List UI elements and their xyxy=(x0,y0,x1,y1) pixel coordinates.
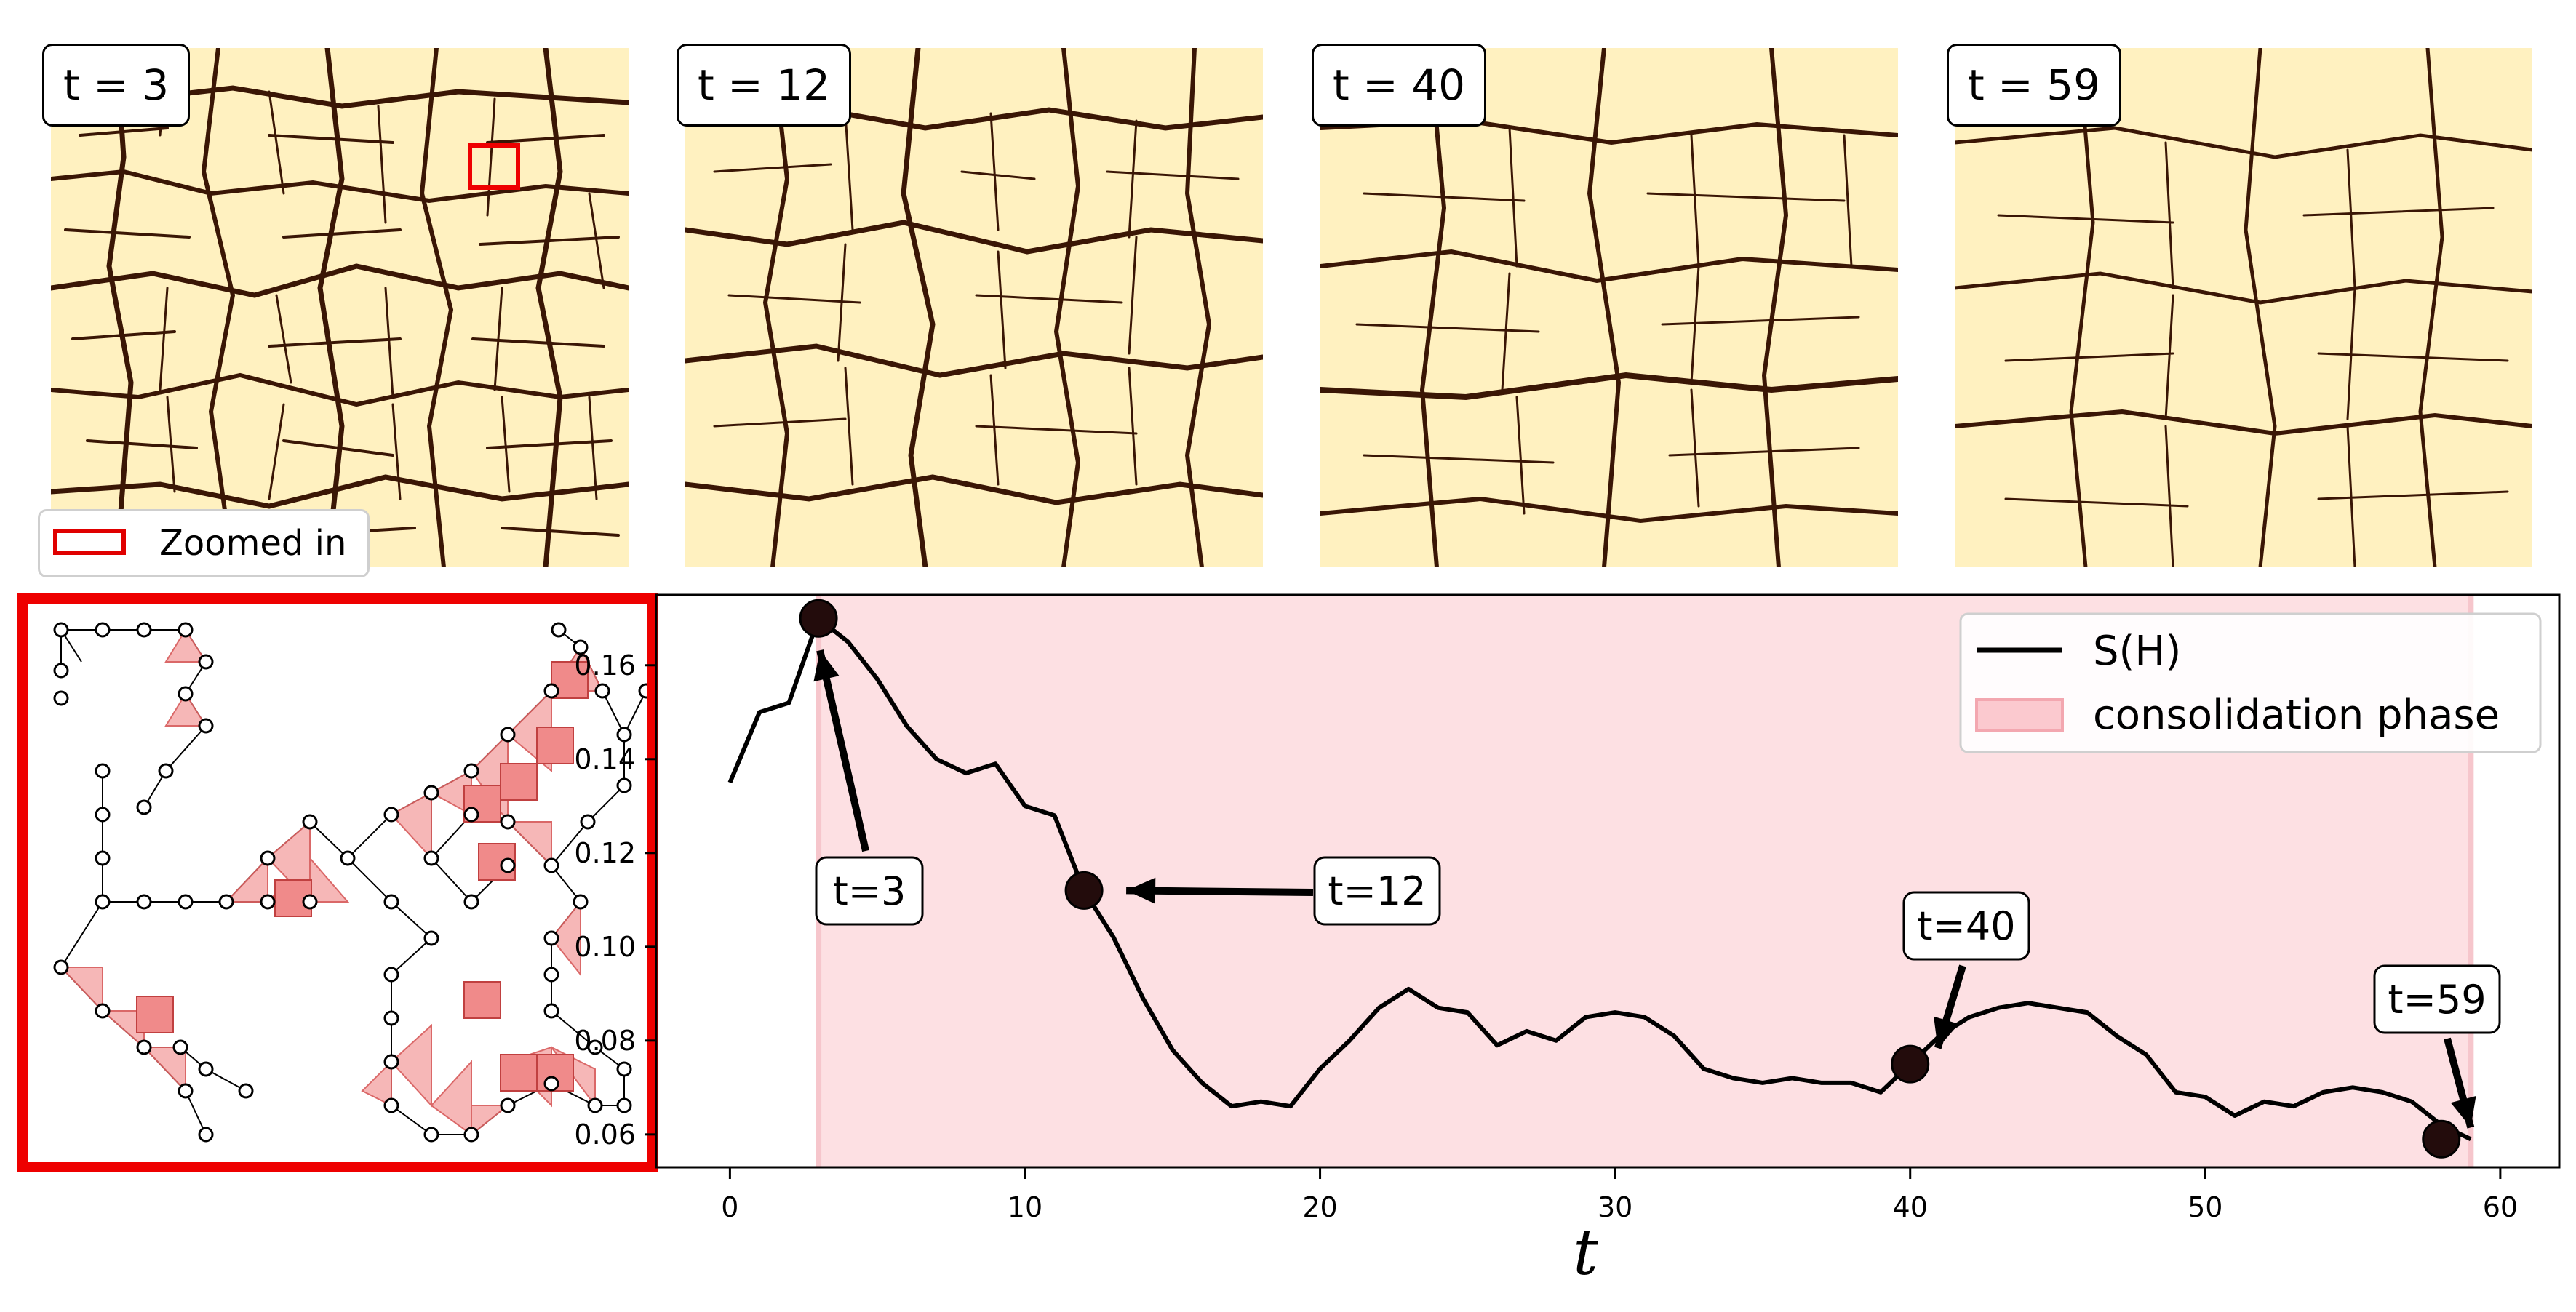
x-tick-label: 40 xyxy=(1893,1191,1928,1223)
panel-label-t3: t = 3 xyxy=(42,44,191,127)
legend-label-consolidation: consolidation phase xyxy=(2093,692,2500,739)
annotation-box-2 xyxy=(1902,891,2030,961)
crack-image-t59 xyxy=(1955,48,2532,567)
panel-label-t59: t = 59 xyxy=(1947,44,2122,127)
x-axis-label: t xyxy=(1573,1217,1598,1289)
annotation-box-3 xyxy=(2373,964,2501,1034)
marker-point-0 xyxy=(799,599,838,638)
y-tick-label: 0.16 xyxy=(574,649,636,681)
marker-point-1 xyxy=(1064,871,1104,910)
zoom-region-marker xyxy=(468,143,520,190)
x-tick-label: 60 xyxy=(2483,1191,2518,1223)
annotation-arrow-shaft-0 xyxy=(816,649,869,852)
panel-label-t12: t = 12 xyxy=(677,44,852,127)
x-tick-label: 0 xyxy=(721,1191,738,1223)
annotation-arrow-shaft-1 xyxy=(1126,887,1314,896)
chart-legend xyxy=(1959,612,2542,753)
crack-image-t40 xyxy=(1320,48,1898,567)
x-tick-label: 50 xyxy=(2188,1191,2222,1223)
y-tick-label: 0.06 xyxy=(574,1119,636,1151)
y-tick-label: 0.14 xyxy=(574,743,636,775)
x-tick-label: 30 xyxy=(1598,1191,1632,1223)
x-tick-label: 10 xyxy=(1008,1191,1042,1223)
crack-pattern-t3 xyxy=(51,48,629,567)
annotation-arrow-head-0 xyxy=(813,650,840,682)
x-tick-label: 20 xyxy=(1302,1191,1337,1223)
crack-image-t12 xyxy=(685,48,1263,567)
marker-point-2 xyxy=(1891,1044,1930,1084)
legend-label-s-h: S(H) xyxy=(2093,628,2181,675)
zoom-legend-swatch xyxy=(53,529,126,555)
plot-frame xyxy=(655,593,2561,1169)
marker-point-3 xyxy=(2422,1119,2461,1159)
y-tick-label: 0.12 xyxy=(574,837,636,869)
crack-pattern-t12 xyxy=(685,48,1263,567)
annotation-box-1 xyxy=(1313,856,1441,926)
annotation-label-0: t=3 xyxy=(833,868,906,914)
zoom-legend: Zoomed in xyxy=(38,509,370,577)
crack-pattern-t40 xyxy=(1320,48,1898,567)
annotation-arrow-head-2 xyxy=(1934,1016,1959,1049)
series-line-s-h xyxy=(727,616,2472,1142)
annotation-label-2: t=40 xyxy=(1917,903,2015,949)
y-tick-label: 0.10 xyxy=(574,931,636,963)
crack-pattern-t59 xyxy=(1955,48,2532,567)
annotation-arrow-head-3 xyxy=(2450,1096,2476,1128)
cell-complex-graph xyxy=(53,622,654,1143)
zoom-legend-label: Zoomed in xyxy=(159,523,347,564)
annotation-box-0 xyxy=(815,856,924,926)
annotation-label-3: t=59 xyxy=(2388,977,2486,1023)
legend-shade-swatch xyxy=(1975,698,2064,732)
crack-image-t3 xyxy=(51,48,629,567)
y-tick-label: 0.08 xyxy=(574,1025,636,1057)
annotation-arrow-head-1 xyxy=(1126,877,1156,904)
zoomed-graph-inset xyxy=(17,593,658,1172)
panel-label-t40: t = 40 xyxy=(1312,44,1487,127)
annotation-label-1: t=12 xyxy=(1328,868,1426,914)
